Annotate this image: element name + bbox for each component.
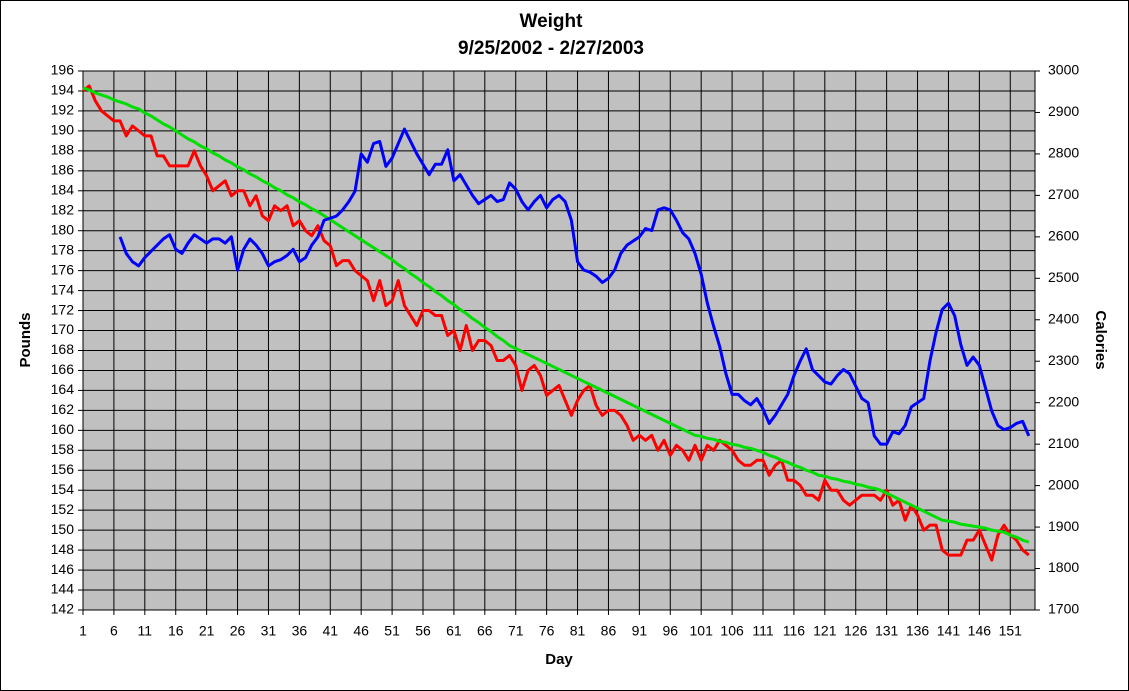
x-tick-label: 106 <box>720 623 744 639</box>
y-tick-label: 170 <box>51 321 75 337</box>
x-tick-label: 71 <box>508 623 524 639</box>
x-tick-label: 96 <box>662 623 678 639</box>
x-tick-label: 91 <box>632 623 648 639</box>
y-tick-label: 176 <box>51 261 75 277</box>
y-tick-label: 192 <box>51 102 75 118</box>
y-tick-label: 160 <box>51 421 75 437</box>
y-tick-label: 184 <box>51 181 75 197</box>
y-tick-label: 150 <box>51 521 75 537</box>
y-tick-label: 166 <box>51 361 75 377</box>
y2-tick-label: 1800 <box>1048 559 1079 575</box>
y-tick-label: 178 <box>51 241 75 257</box>
x-tick-label: 21 <box>199 623 215 639</box>
x-tick-label: 51 <box>384 623 400 639</box>
y-axis-title: Pounds <box>17 313 34 368</box>
x-tick-label: 6 <box>110 623 118 639</box>
x-tick-label: 116 <box>783 623 806 639</box>
y-tick-label: 196 <box>51 62 75 78</box>
y-tick-label: 146 <box>51 561 75 577</box>
y2-tick-label: 2100 <box>1048 435 1079 451</box>
y2-axis-title: Calories <box>1092 310 1109 369</box>
x-tick-label: 76 <box>539 623 555 639</box>
y-tick-label: 186 <box>51 162 75 178</box>
y2-tick-label: 2700 <box>1048 186 1079 202</box>
x-tick-label: 111 <box>752 623 773 639</box>
x-tick-label: 61 <box>446 623 462 639</box>
y2-tick-label: 2000 <box>1048 476 1079 492</box>
x-tick-label: 1 <box>79 623 87 639</box>
y-tick-label: 154 <box>51 481 75 497</box>
y2-tick-label: 1700 <box>1048 601 1079 617</box>
x-tick-label: 136 <box>906 623 930 639</box>
x-tick-label: 141 <box>937 623 961 639</box>
y-tick-label: 148 <box>51 541 75 557</box>
y2-tick-label: 2300 <box>1048 352 1079 368</box>
x-tick-label: 151 <box>999 623 1023 639</box>
x-tick-label: 41 <box>322 623 338 639</box>
y2-tick-label: 2600 <box>1048 228 1079 244</box>
x-tick-label: 31 <box>261 623 277 639</box>
y-tick-label: 156 <box>51 461 75 477</box>
x-tick-label: 26 <box>230 623 246 639</box>
y-tick-label: 190 <box>51 122 75 138</box>
y-tick-label: 168 <box>51 341 75 357</box>
y2-tick-label: 2400 <box>1048 310 1079 326</box>
y2-tick-label: 2200 <box>1048 393 1079 409</box>
x-tick-label: 56 <box>415 623 431 639</box>
x-tick-label: 36 <box>292 623 308 639</box>
y2-tick-label: 1900 <box>1048 518 1079 534</box>
y2-tick-label: 2800 <box>1048 145 1079 161</box>
y-tick-label: 180 <box>51 221 75 237</box>
y-tick-label: 144 <box>51 581 75 597</box>
y-tick-label: 158 <box>51 441 75 457</box>
y-tick-label: 194 <box>51 82 75 98</box>
series-line <box>82 86 1030 544</box>
y-tick-label: 142 <box>51 601 75 617</box>
y-tick-label: 188 <box>51 142 75 158</box>
x-tick-label: 126 <box>844 623 868 639</box>
chart-title: Weight <box>520 11 584 32</box>
x-tick-label: 101 <box>690 623 714 639</box>
plot-area <box>82 70 1036 611</box>
series-line <box>82 84 1030 562</box>
x-tick-label: 16 <box>168 623 184 639</box>
x-axis-title: Day <box>545 651 573 668</box>
x-tick-label: 121 <box>813 623 837 639</box>
x-tick-label: 131 <box>875 623 899 639</box>
x-tick-label: 146 <box>968 623 992 639</box>
x-tick-label: 81 <box>570 623 586 639</box>
series-line <box>118 127 1031 446</box>
y2-tick-label: 2500 <box>1048 269 1079 285</box>
x-tick-label: 11 <box>138 623 153 639</box>
y-tick-label: 162 <box>51 401 75 417</box>
y-tick-label: 174 <box>51 281 75 297</box>
x-tick-label: 66 <box>477 623 493 639</box>
y2-tick-label: 3000 <box>1048 62 1079 78</box>
y-tick-label: 182 <box>51 201 75 217</box>
y-tick-label: 164 <box>51 381 75 397</box>
y2-tick-label: 2900 <box>1048 103 1079 119</box>
y-tick-label: 152 <box>51 501 75 517</box>
y-tick-label: 172 <box>51 301 75 317</box>
x-tick-label: 86 <box>601 623 617 639</box>
chart-subtitle: 9/25/2002 - 2/27/2003 <box>458 38 644 59</box>
x-tick-label: 46 <box>353 623 369 639</box>
